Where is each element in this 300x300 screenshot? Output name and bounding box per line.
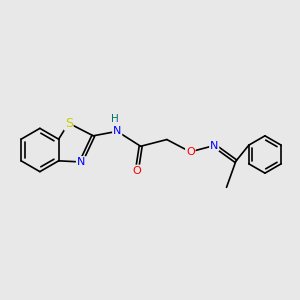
Text: H: H xyxy=(111,114,119,124)
Text: S: S xyxy=(64,117,73,130)
Text: N: N xyxy=(113,126,121,136)
Text: N: N xyxy=(210,140,218,151)
Text: N: N xyxy=(77,157,85,167)
Text: O: O xyxy=(186,147,195,157)
Text: O: O xyxy=(133,166,141,176)
